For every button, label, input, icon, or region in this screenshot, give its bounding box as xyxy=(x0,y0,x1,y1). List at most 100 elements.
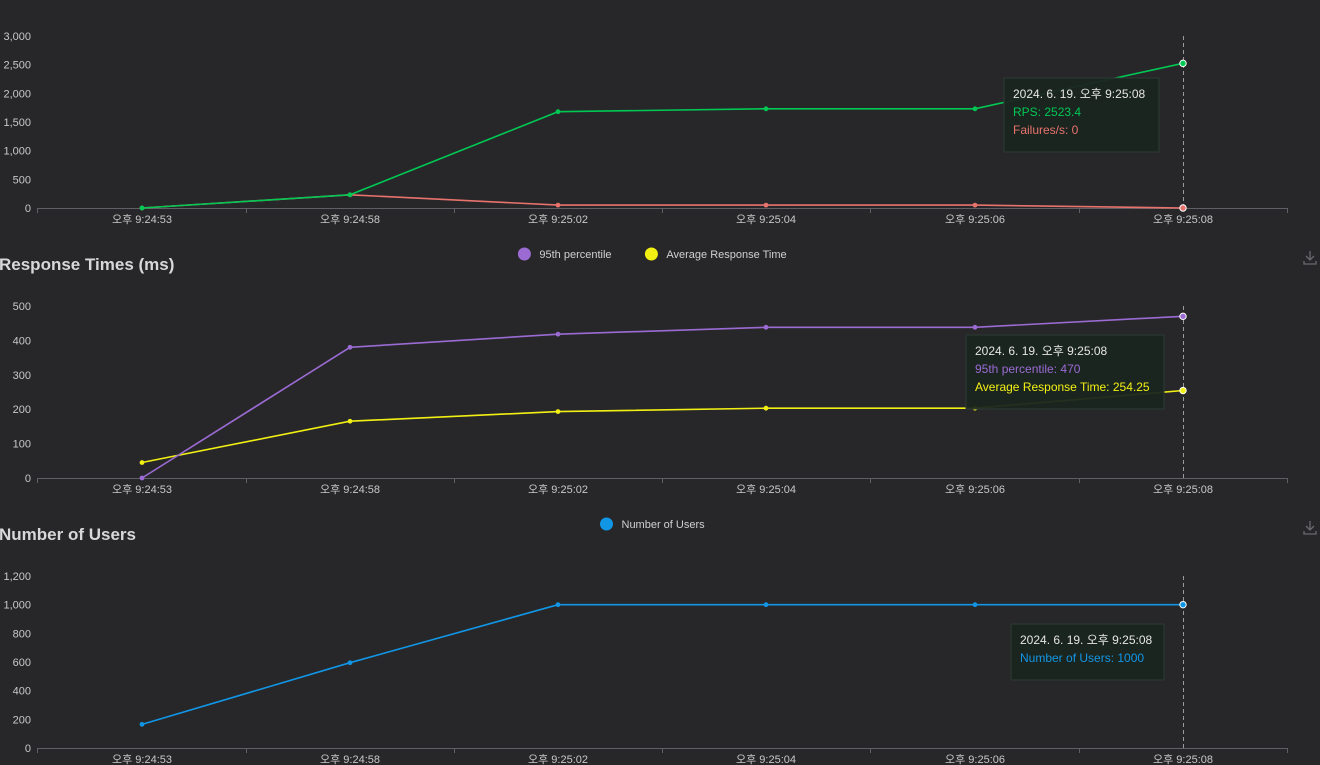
x-tick-label: 오후 9:24:58 xyxy=(320,753,380,765)
x-axis: 오후 9:24:53 오후 9:24:58 오후 9:25:02 오후 9:25:04… xyxy=(37,208,1288,226)
y-tick-label: 2,500 xyxy=(3,60,31,72)
tooltip-box xyxy=(965,334,1165,410)
data-point[interactable] xyxy=(555,602,561,608)
x-tick-label: 오후 9:24:58 xyxy=(320,213,380,226)
tooltip-value: Failures/s: 0 xyxy=(1013,123,1079,137)
x-tick-label: 오후 9:25:02 xyxy=(528,483,588,496)
x-tick-label: 오후 9:25:08 xyxy=(1153,753,1213,765)
data-point[interactable] xyxy=(555,109,561,115)
x-tick-label: 오후 9:25:02 xyxy=(528,213,588,226)
data-point[interactable] xyxy=(139,460,145,465)
legend-label: Number of Users xyxy=(622,519,706,531)
x-tick-label: 오후 9:25:04 xyxy=(736,753,796,765)
x-tick-label: 오후 9:25:06 xyxy=(945,753,1005,765)
tooltip: 2024. 6. 19. 오후 9:25:08 Number of Users: … xyxy=(1010,623,1165,681)
y-tick-label: 200 xyxy=(13,404,31,416)
data-point[interactable] xyxy=(972,106,978,112)
chart-panel-2: Response Times (ms) 95th percentile Averag… xyxy=(0,247,1317,496)
y-axis: 0 500 1,000 1,500 2,000 2,500 3,000 xyxy=(3,31,31,215)
x-tick-label: 오후 9:24:53 xyxy=(112,213,172,226)
data-point[interactable] xyxy=(1179,204,1187,212)
data-point[interactable] xyxy=(763,106,769,112)
chart-title: Number of Users xyxy=(0,525,136,544)
data-point[interactable] xyxy=(763,405,769,411)
legend-item[interactable]: 95th percentile xyxy=(517,247,612,262)
legend-item[interactable]: Number of Users xyxy=(600,517,706,532)
y-tick-label: 0 xyxy=(25,203,31,215)
y-tick-label: 3,000 xyxy=(3,31,31,43)
data-point[interactable] xyxy=(555,202,561,208)
legend-item[interactable]: Average Response Time xyxy=(644,247,787,262)
data-point[interactable] xyxy=(555,331,561,337)
data-point[interactable] xyxy=(972,602,978,608)
legend-marker xyxy=(600,517,613,531)
y-tick-label: 1,000 xyxy=(3,146,31,158)
data-point[interactable] xyxy=(972,324,978,330)
data-point[interactable] xyxy=(347,660,353,666)
y-tick-label: 400 xyxy=(13,335,31,347)
y-axis: 0 200 400 600 800 1,000 1,200 xyxy=(3,571,31,755)
data-point[interactable] xyxy=(763,602,769,608)
x-tick-label: 오후 9:25:04 xyxy=(736,213,796,226)
y-tick-label: 500 xyxy=(13,301,31,313)
data-point[interactable] xyxy=(347,418,353,424)
x-tick-label: 오후 9:25:06 xyxy=(945,483,1005,496)
tooltip-date: 2024. 6. 19. 오후 9:25:08 xyxy=(1013,87,1145,101)
data-point[interactable] xyxy=(347,192,353,198)
data-point[interactable] xyxy=(1179,386,1187,395)
data-point[interactable] xyxy=(763,324,769,330)
data-point[interactable] xyxy=(139,205,145,211)
y-tick-label: 800 xyxy=(13,628,31,640)
series-number-of-users xyxy=(139,600,1187,727)
y-tick-label: 1,200 xyxy=(3,571,31,583)
y-tick-label: 500 xyxy=(13,174,31,186)
y-tick-label: 0 xyxy=(25,743,31,755)
data-point[interactable] xyxy=(1179,312,1187,321)
y-tick-label: 1,500 xyxy=(3,117,31,129)
tooltip-value: RPS: 2523.4 xyxy=(1013,105,1081,119)
tooltip-value: Average Response Time: 254.25 xyxy=(975,380,1150,394)
legend: Number of Users xyxy=(600,517,706,532)
download-icon[interactable] xyxy=(1303,521,1317,535)
data-point[interactable] xyxy=(555,409,561,415)
y-tick-label: 1,000 xyxy=(3,600,31,612)
y-tick-label: 100 xyxy=(13,439,31,451)
data-point[interactable] xyxy=(139,721,145,727)
legend-marker xyxy=(644,247,658,261)
data-point[interactable] xyxy=(1179,59,1187,68)
tooltip-date: 2024. 6. 19. 오후 9:25:08 xyxy=(975,344,1107,358)
y-tick-label: 2,000 xyxy=(3,88,31,100)
legend-label: 95th percentile xyxy=(539,249,611,261)
download-icon[interactable] xyxy=(1303,251,1317,265)
y-tick-label: 0 xyxy=(25,473,31,485)
x-tick-label: 오후 9:24:53 xyxy=(112,483,172,496)
x-tick-label: 오후 9:25:02 xyxy=(528,753,588,765)
data-point[interactable] xyxy=(763,202,769,208)
tooltip-box xyxy=(1003,77,1160,153)
data-point[interactable] xyxy=(1179,600,1187,609)
y-axis: 0 100 200 300 400 500 xyxy=(13,301,31,485)
tooltip-date: 2024. 6. 19. 오후 9:25:08 xyxy=(1020,633,1152,647)
x-tick-label: 오후 9:25:06 xyxy=(945,213,1005,226)
y-tick-label: 200 xyxy=(13,714,31,726)
data-point[interactable] xyxy=(139,475,145,481)
x-tick-label: 오후 9:25:04 xyxy=(736,483,796,496)
tooltip: 2024. 6. 19. 오후 9:25:08 RPS: 2523.4 Failur… xyxy=(1003,77,1160,153)
x-axis: 오후 9:24:53 오후 9:24:58 오후 9:25:02 오후 9:25:04… xyxy=(37,478,1288,496)
x-axis: 오후 9:24:53 오후 9:24:58 오후 9:25:02 오후 9:25:04… xyxy=(37,748,1288,765)
x-tick-label: 오후 9:25:08 xyxy=(1153,213,1213,226)
legend-label: Average Response Time xyxy=(666,249,786,261)
x-tick-label: 오후 9:24:53 xyxy=(112,753,172,765)
series-line xyxy=(141,603,1183,726)
legend-marker xyxy=(517,247,531,261)
tooltip-value: 95th percentile: 470 xyxy=(975,362,1081,376)
data-point[interactable] xyxy=(972,202,978,208)
chart-title: Response Times (ms) xyxy=(0,255,174,274)
legend: 95th percentile Average Response Time xyxy=(517,247,787,262)
data-point[interactable] xyxy=(347,344,353,350)
tooltip: 2024. 6. 19. 오후 9:25:08 95th percentile: … xyxy=(965,334,1165,410)
tooltip-box xyxy=(1010,623,1165,681)
chart-panel-3: Number of Users Number of Users 0 200 400 600… xyxy=(0,517,1317,765)
x-tick-label: 오후 9:24:58 xyxy=(320,483,380,496)
